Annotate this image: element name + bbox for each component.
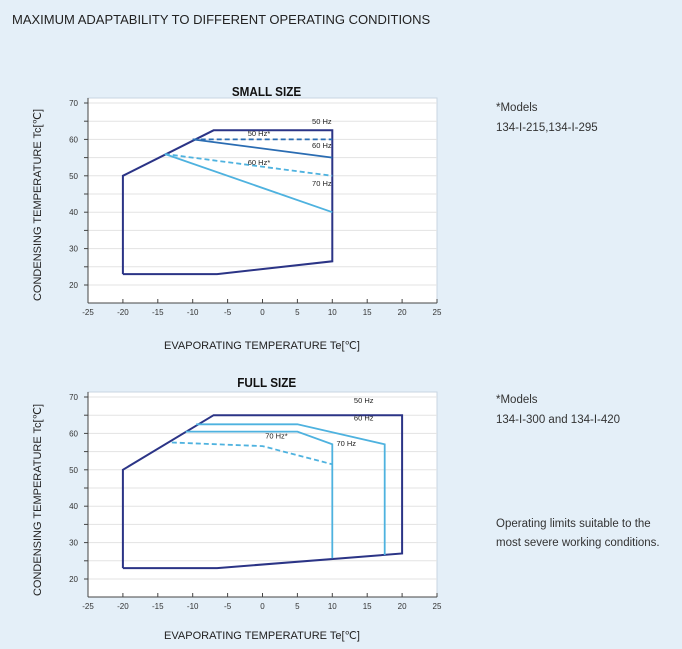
x-tick-label: -15: [152, 602, 164, 611]
x-tick-label: 25: [433, 602, 442, 611]
x-tick-label: -20: [117, 602, 129, 611]
series-line-60hz: [196, 423, 386, 555]
y-tick-label: 50: [69, 172, 78, 181]
x-tick-label: 5: [295, 602, 300, 611]
series-line-70hz: [164, 153, 333, 214]
x-tick-label: 15: [363, 602, 372, 611]
y-tick-label: 70: [69, 99, 78, 108]
x-tick-label: 25: [433, 308, 442, 317]
series-label: 70 Hz*: [265, 431, 288, 440]
series-label: 60 Hz*: [248, 158, 271, 167]
x-tick-label: 20: [398, 308, 407, 317]
y-tick-label: 20: [69, 575, 78, 584]
y-axis-label: CONDENSING TEMPERATURE Tc[℃]: [32, 404, 44, 596]
series-line-70hz: [185, 430, 334, 559]
series-line-60hz: [192, 138, 333, 159]
x-tick-label: -10: [187, 308, 199, 317]
plot-area: [87, 391, 438, 598]
y-tick-label: 40: [69, 502, 78, 511]
series-label: 60 Hz: [312, 141, 332, 150]
y-tick-label: 60: [69, 429, 78, 438]
x-tick-label: 0: [260, 602, 265, 611]
y-tick-label: 20: [69, 281, 78, 290]
side-note-full: *Models 134-I-300 and 134-I-420: [496, 390, 620, 430]
x-tick-label: 0: [260, 308, 265, 317]
x-tick-label: 5: [295, 308, 300, 317]
series-line-50hz: [121, 129, 334, 276]
x-tick-label: 20: [398, 602, 407, 611]
x-tick-label: -10: [187, 602, 199, 611]
x-axis-label: EVAPORATING TEMPERATURE Te[℃]: [164, 340, 360, 352]
x-axis-label: EVAPORATING TEMPERATURE Te[℃]: [164, 630, 360, 642]
series-label: 70 Hz: [336, 439, 356, 448]
models-heading: *Models: [496, 394, 538, 406]
chart-title-full: FULL SIZE: [237, 375, 297, 390]
series-label: 70 Hz: [312, 179, 332, 188]
y-tick-label: 70: [69, 393, 78, 402]
series-line-70hz: [171, 441, 333, 466]
x-tick-label: -5: [224, 308, 232, 317]
page-title: MAXIMUM ADAPTABILITY TO DIFFERENT OPERAT…: [12, 12, 431, 27]
y-tick-label: 30: [69, 245, 78, 254]
chart-small-size-plot: 20 30 40 50 60 70 -25 -20 -15 -10 -5 0 5 10 15 20 25 EVAP…: [32, 97, 442, 352]
models-heading: *Models: [496, 102, 538, 114]
y-axis-label: CONDENSING TEMPERATURE Tc[℃]: [32, 109, 44, 301]
note-line: Operating limits suitable to the: [496, 518, 651, 530]
x-tick-label: -15: [152, 308, 164, 317]
models-list: 134-I-215,134-I-295: [496, 122, 598, 134]
x-tick-label: 15: [363, 308, 372, 317]
series-label: 50 Hz*: [248, 129, 271, 138]
chart-title-small: SMALL SIZE: [231, 84, 302, 99]
x-tick-label: 10: [328, 602, 337, 611]
y-tick-label: 60: [69, 135, 78, 144]
y-tick-label: 30: [69, 539, 78, 548]
y-tick-label: 40: [69, 208, 78, 217]
models-list: 134-I-300 and 134-I-420: [496, 414, 621, 426]
side-note-small: *Models 134-I-215,134-I-295: [496, 98, 598, 138]
x-tick-label: -20: [117, 308, 129, 317]
series-label: 60 Hz: [354, 414, 374, 423]
series-label: 50 Hz: [354, 396, 374, 405]
x-tick-label: -25: [82, 308, 94, 317]
note-line: most severe working conditions.: [496, 537, 660, 549]
series-label: 50 Hz: [312, 117, 332, 126]
x-tick-label: -5: [224, 602, 232, 611]
series-line-60hz: [164, 153, 333, 177]
y-tick-label: 50: [69, 466, 78, 475]
x-tick-label: -25: [82, 602, 94, 611]
chart-full-size: 20 30 40 50 60 70 -25 -20 -15 -10 -5 0 5 10 15 20 25 EVAP…: [32, 391, 442, 642]
operating-note: Operating limits suitable to the most se…: [496, 515, 660, 553]
series-line-50hz: [121, 414, 404, 570]
x-tick-label: 10: [328, 308, 337, 317]
